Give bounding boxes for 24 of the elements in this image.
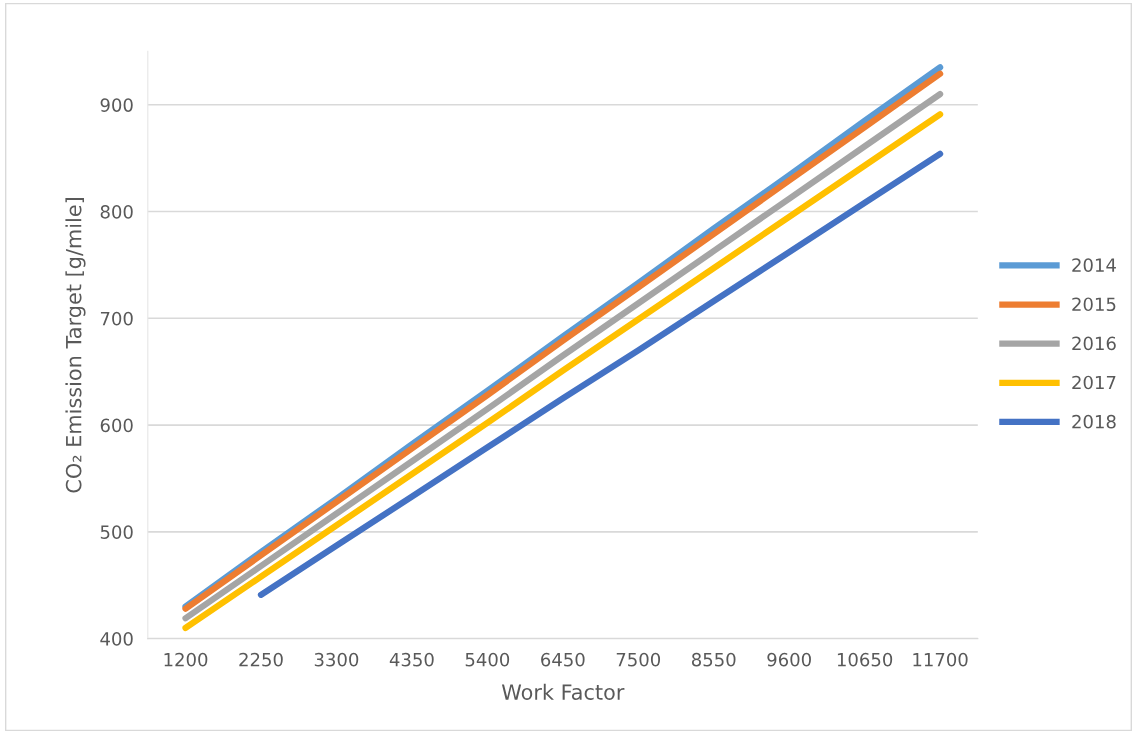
y-axis-title: CO₂ Emission Target [g/mile] [65,198,86,493]
x-axis-title: Work Factor [501,683,625,700]
y-tick-label: 600 [100,418,133,433]
legend-label: 2018 [1072,414,1116,429]
x-tick-label: 9600 [767,652,811,667]
y-tick-label: 500 [100,525,133,539]
x-tick-label: 4350 [389,652,434,667]
legend-label: 2015 [1072,297,1116,312]
x-tick-label: 6450 [541,652,585,667]
legend-label: 2014 [1072,258,1116,272]
y-tick-label: 400 [100,632,133,646]
x-tick-label: 2250 [239,652,283,667]
x-tick-label: 11700 [913,652,968,667]
x-tick-label: 7500 [616,652,661,667]
legend-label: 2017 [1072,375,1116,390]
y-tick-label: 900 [100,98,133,112]
x-tick-label: 10650 [837,652,893,667]
x-tick-label: 8550 [691,652,736,667]
x-tick-label: 1200 [164,652,208,667]
y-tick-label: 800 [100,204,133,219]
y-tick-label: 700 [100,311,133,326]
legend-label: 2016 [1072,336,1116,351]
x-tick-label: 3300 [314,652,359,667]
x-tick-label: 5400 [465,652,510,667]
